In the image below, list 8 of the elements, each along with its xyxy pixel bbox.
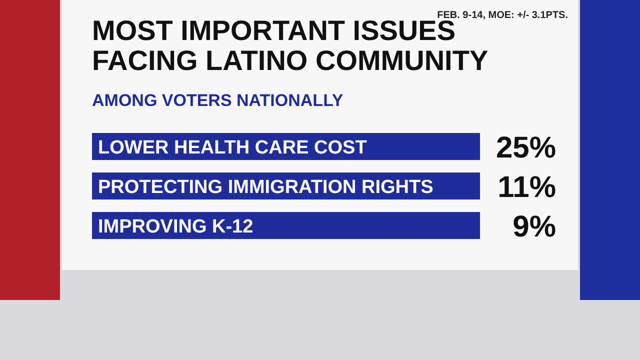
data-label: 11%: [498, 171, 556, 204]
data-label: 9%: [512, 210, 556, 244]
data-label: 25%: [496, 132, 556, 164]
category-label: PROTECTING IMMIGRATION RIGHTS: [98, 177, 434, 198]
category-label: IMPROVING K-12: [98, 216, 254, 238]
text: FEB. 9-14, MOE: +/- 3.1PTS.: [437, 10, 568, 21]
category-label: LOWER HEALTH CARE COST: [98, 138, 368, 158]
text: AMONG VOTERS NATIONALLY: [92, 91, 344, 110]
